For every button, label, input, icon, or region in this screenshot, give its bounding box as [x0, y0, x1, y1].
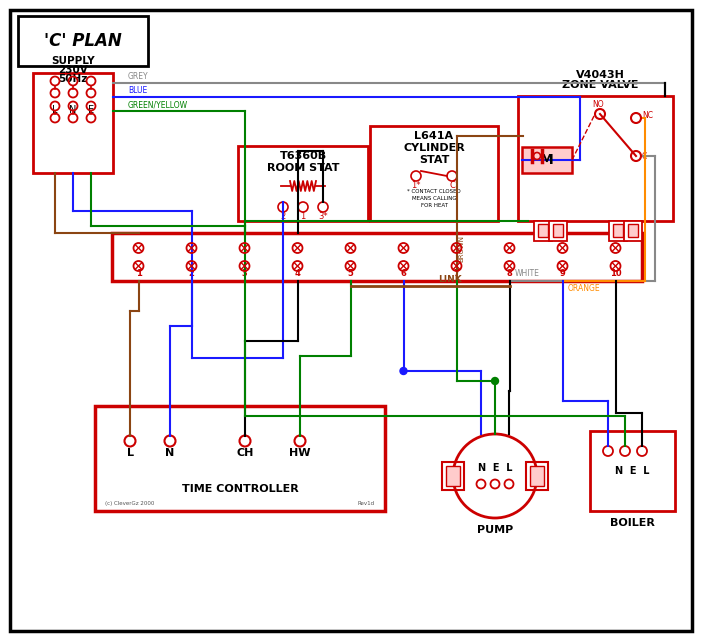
FancyBboxPatch shape [370, 126, 498, 221]
Text: 230V: 230V [58, 65, 88, 75]
Text: 3*: 3* [318, 212, 328, 221]
Text: BROWN: BROWN [458, 235, 465, 262]
Text: L: L [126, 448, 133, 458]
FancyBboxPatch shape [446, 466, 460, 486]
FancyBboxPatch shape [549, 221, 567, 241]
Text: 50Hz: 50Hz [58, 74, 88, 84]
FancyBboxPatch shape [624, 221, 642, 241]
Text: 2: 2 [280, 212, 286, 221]
Text: 3: 3 [241, 269, 247, 278]
FancyBboxPatch shape [95, 406, 385, 511]
FancyBboxPatch shape [553, 224, 563, 237]
Text: 5: 5 [347, 269, 353, 278]
Text: BOILER: BOILER [610, 518, 655, 528]
FancyBboxPatch shape [613, 224, 623, 237]
Text: 1: 1 [300, 212, 305, 221]
Text: CYLINDER: CYLINDER [403, 143, 465, 153]
Text: HW: HW [289, 448, 311, 458]
FancyBboxPatch shape [538, 224, 548, 237]
Text: STAT: STAT [419, 155, 449, 165]
Text: ORANGE: ORANGE [567, 284, 600, 293]
Text: BLUE: BLUE [128, 86, 147, 95]
Text: WHITE: WHITE [515, 269, 539, 278]
Text: C: C [642, 151, 647, 160]
Text: LINK: LINK [438, 275, 462, 284]
Circle shape [491, 378, 498, 385]
FancyBboxPatch shape [112, 233, 642, 281]
Text: NC: NC [642, 110, 653, 119]
Text: L: L [52, 105, 58, 115]
Text: Rev1d: Rev1d [358, 501, 375, 506]
Text: CH: CH [237, 448, 253, 458]
Text: ZONE VALVE: ZONE VALVE [562, 80, 638, 90]
Text: N  E  L: N E L [478, 463, 512, 473]
FancyBboxPatch shape [238, 146, 368, 221]
Text: GREEN/YELLOW: GREEN/YELLOW [128, 100, 188, 109]
Text: SUPPLY: SUPPLY [51, 56, 95, 66]
Text: V4043H: V4043H [576, 70, 625, 80]
Text: TIME CONTROLLER: TIME CONTROLLER [182, 484, 298, 494]
Text: 6: 6 [401, 269, 406, 278]
Text: PUMP: PUMP [477, 525, 513, 535]
FancyBboxPatch shape [534, 221, 552, 241]
FancyBboxPatch shape [10, 10, 692, 631]
FancyBboxPatch shape [518, 96, 673, 221]
Text: 8: 8 [507, 269, 512, 278]
Text: 'C' PLAN: 'C' PLAN [44, 32, 122, 50]
Text: 9: 9 [559, 269, 565, 278]
Text: M: M [540, 153, 554, 167]
Text: FOR HEAT: FOR HEAT [420, 203, 447, 208]
FancyBboxPatch shape [590, 431, 675, 511]
Text: * CONTACT CLOSED: * CONTACT CLOSED [407, 189, 461, 194]
FancyBboxPatch shape [18, 16, 148, 66]
Text: E: E [88, 105, 94, 115]
Text: N  E  L: N E L [615, 466, 650, 476]
Text: 1*: 1* [411, 181, 420, 190]
Text: T6360B: T6360B [279, 151, 326, 161]
FancyBboxPatch shape [609, 221, 627, 241]
Text: 7: 7 [453, 269, 459, 278]
Text: C: C [449, 181, 455, 190]
Text: 4: 4 [295, 269, 300, 278]
Text: NO: NO [592, 100, 604, 109]
Text: GREY: GREY [128, 72, 149, 81]
FancyBboxPatch shape [442, 462, 464, 490]
Circle shape [400, 367, 407, 374]
FancyBboxPatch shape [33, 73, 113, 173]
Text: L641A: L641A [414, 131, 453, 141]
Text: 10: 10 [610, 269, 621, 278]
FancyBboxPatch shape [628, 224, 638, 237]
Text: N: N [166, 448, 175, 458]
FancyBboxPatch shape [530, 466, 544, 486]
Text: ROOM STAT: ROOM STAT [267, 163, 339, 173]
Text: MEANS CALLING: MEANS CALLING [411, 196, 456, 201]
FancyBboxPatch shape [522, 147, 572, 173]
Text: (c) CleverGz 2000: (c) CleverGz 2000 [105, 501, 154, 506]
Text: 1: 1 [135, 269, 141, 278]
Text: N: N [69, 105, 77, 115]
FancyBboxPatch shape [526, 462, 548, 490]
Text: 2: 2 [189, 269, 194, 278]
